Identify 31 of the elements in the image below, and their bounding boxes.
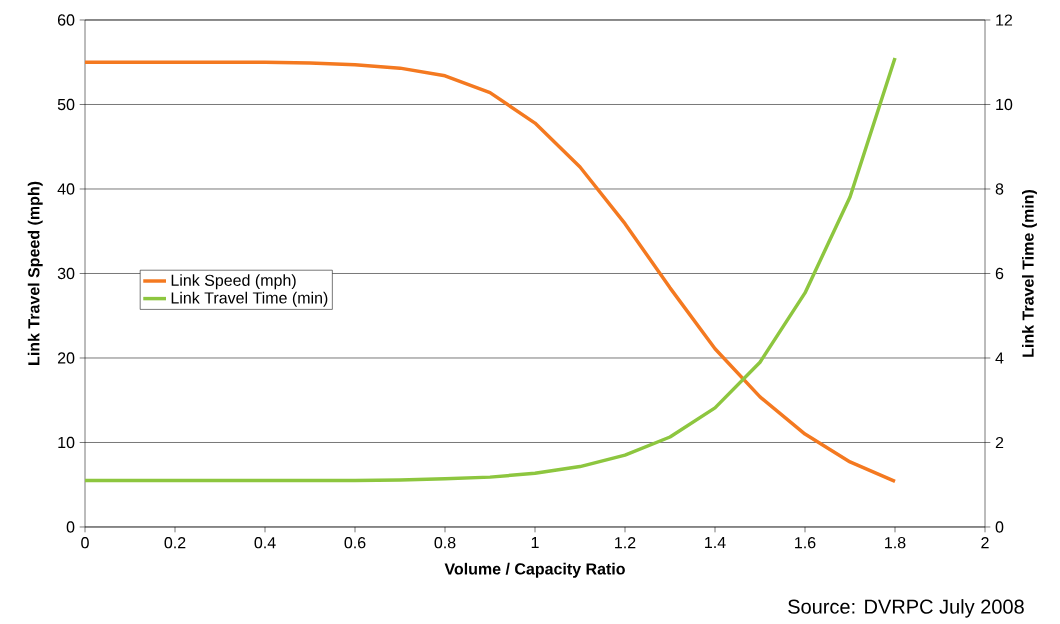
- y2-tick-label: 2: [995, 436, 1004, 449]
- y-axis-title: Link Travel Speed (mph): [27, 181, 43, 365]
- y2-tick-label: 6: [995, 267, 1004, 280]
- x-tick-label: 1.8: [885, 537, 906, 549]
- y-tick-label: 50: [57, 98, 75, 111]
- x-tick-label: 0: [81, 537, 89, 549]
- source-note: Source: DVRPC July 2008: [788, 599, 1024, 618]
- x-tick-label: 1.2: [615, 537, 636, 549]
- x-tick-label: 0.8: [434, 537, 456, 549]
- y2-tick-label: 8: [995, 183, 1004, 195]
- x-axis-title: Volume / Capacity Ratio: [444, 562, 625, 578]
- x-tick-label: 0.4: [254, 537, 276, 549]
- x-tick-label: 0.6: [344, 537, 366, 549]
- x-tick-label: 1.6: [795, 537, 816, 549]
- y2-tick-label: 12: [996, 14, 1013, 26]
- y2-tick-label: 0: [995, 521, 1004, 533]
- x-tick-label: 2: [981, 537, 989, 549]
- x-tick-label: 1.4: [705, 537, 726, 549]
- y2-tick-label: 10: [996, 98, 1013, 111]
- x-tick-label: 1: [531, 537, 539, 549]
- y-tick-label: 20: [57, 352, 75, 364]
- y2-tick-label: 4: [995, 352, 1004, 364]
- x-tick-label: 0.2: [164, 537, 186, 549]
- y-tick-label: 0: [66, 521, 75, 533]
- y-tick-label: 60: [57, 14, 75, 26]
- y-tick-label: 10: [58, 436, 75, 449]
- y2-axis-title: Link Travel Time (min): [1022, 189, 1037, 357]
- legend-label: Link Speed (mph): [171, 274, 296, 290]
- y-tick-label: 40: [57, 183, 75, 195]
- y-tick-label: 30: [57, 267, 75, 280]
- legend-label: Link Travel Time (min): [171, 291, 328, 307]
